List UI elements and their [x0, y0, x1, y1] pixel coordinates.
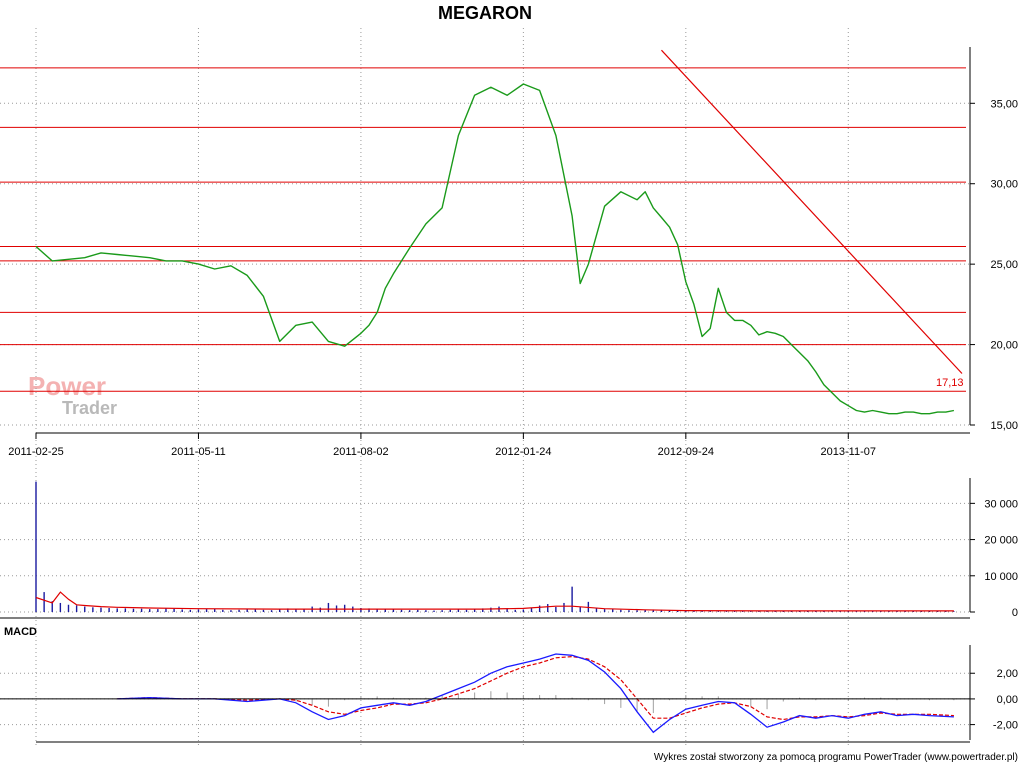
price-panel: [0, 49, 966, 415]
x-tick-label: 2012-09-24: [658, 446, 714, 458]
price-y-tick-label: 20,00: [990, 340, 1018, 352]
footer-credit: Wykres został stworzony za pomocą progra…: [654, 752, 1018, 763]
volume-y-tick-label: 30 000: [984, 498, 1018, 510]
macd-signal-line: [117, 655, 954, 721]
macd-y-tick-label: 0,00: [997, 694, 1018, 706]
volume-y-tick-label: 10 000: [984, 571, 1018, 583]
volume-y-tick-label: 20 000: [984, 535, 1018, 547]
x-tick-label: 2011-02-25: [8, 446, 63, 458]
watermark-power: Power: [28, 371, 106, 401]
x-tick-label: 2013-11-07: [821, 446, 876, 458]
price-moving-average-line: [35, 83, 955, 415]
price-y-tick-label: 30,00: [990, 179, 1018, 191]
macd-line: [117, 653, 954, 734]
price-y-tick-label: 25,00: [990, 259, 1018, 271]
price-y-tick-label: 35,00: [990, 98, 1018, 110]
x-tick-label: 2012-01-24: [495, 446, 551, 458]
volume-y-tick-label: 0: [1012, 607, 1018, 619]
x-tick-label: 2011-08-02: [333, 446, 388, 458]
macd-panel-label: MACD: [4, 626, 37, 638]
chart-title: MEGARON: [438, 3, 532, 23]
macd-y-tick-label: 2,00: [997, 668, 1018, 680]
macd-y-tick-label: -2,00: [993, 720, 1018, 732]
price-y-tick-label: 15,00: [990, 420, 1018, 432]
x-tick-label: 2011-05-11: [171, 446, 226, 458]
last-value-label: 17,13: [936, 377, 964, 389]
volume-panel: [35, 481, 955, 612]
trend-line: [661, 49, 963, 374]
axes-layer: 2011-02-25 2011-05-11 2011-08-02 2012-01-24…: [0, 47, 1018, 743]
watermark-trader: Trader: [62, 398, 117, 418]
watermark: Power Trader: [28, 371, 117, 418]
volume-moving-average-line: [35, 591, 954, 612]
